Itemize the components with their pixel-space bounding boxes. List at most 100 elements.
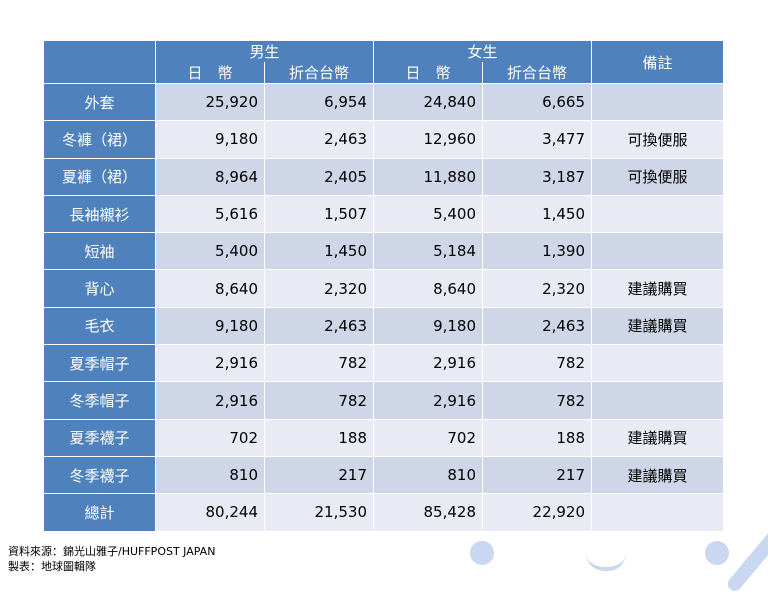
cell-male-jpy: 5,400 [155,232,265,271]
decorative-stripe [724,416,768,594]
cell-female-jpy: 8,640 [373,269,484,308]
cell-male-jpy: 2,916 [155,381,265,420]
header-female-jpy: 日 幣 [373,62,484,84]
cell-note [591,194,725,234]
cell-male-jpy: 25,920 [155,82,265,122]
cell-male-twd: 782 [263,344,375,383]
cell-female-twd: 217 [482,455,593,495]
header-note: 備註 [591,40,725,84]
table-row: 長袖襯衫 5,616 1,507 5,400 1,450 [43,194,725,234]
row-item-label: 冬褲（裙） [43,120,156,159]
cell-female-jpy: 24,840 [373,82,484,122]
cell-female-twd: 2,463 [482,306,593,346]
row-item-label: 夏季襪子 [43,418,156,457]
cell-male-jpy: 5,616 [155,194,265,234]
cell-female-jpy: 702 [373,418,484,457]
header-male: 男生 [154,40,375,62]
row-item-label: 短袖 [43,232,156,271]
cell-female-twd: 782 [482,344,593,383]
header-corner [43,40,156,62]
header-female: 女生 [373,40,593,62]
cell-male-jpy: 9,180 [155,120,265,159]
cell-female-jpy: 11,880 [373,157,484,196]
cell-female-twd: 22,920 [482,493,593,532]
cell-male-twd: 1,507 [263,194,375,234]
table-row: 外套 25,920 6,954 24,840 6,665 [43,82,725,122]
cell-note: 可換便服 [591,120,725,159]
cell-note [591,344,725,383]
table-row: 冬季襪子 810 217 810 217 建議購買 [43,455,725,495]
cell-male-jpy: 702 [155,418,265,457]
cell-male-jpy: 8,640 [155,269,265,308]
cell-male-twd: 188 [263,418,375,457]
cell-female-twd: 2,320 [482,269,593,308]
cell-male-twd: 1,450 [263,232,375,271]
cell-female-twd: 6,665 [482,82,593,122]
cell-male-twd: 6,954 [263,82,375,122]
cell-female-twd: 3,477 [482,120,593,159]
cell-male-twd: 2,463 [263,120,375,159]
decorative-dot [705,541,729,565]
header-female-twd: 折合台幣 [482,62,593,84]
cell-male-jpy: 9,180 [155,306,265,346]
header-corner-lower [43,62,156,84]
row-item-label: 外套 [43,82,156,122]
cell-note: 建議購買 [591,306,725,346]
source-line: 資料來源：錦光山雅子/HUFFPOST JAPAN [8,545,216,558]
row-item-label: 長袖襯衫 [43,194,156,234]
cell-female-twd: 188 [482,418,593,457]
table-body: 外套 25,920 6,954 24,840 6,665 冬褲（裙） 9,180 2,463 1… [43,82,725,532]
table-row: 背心 8,640 2,320 8,640 2,320 建議購買 [43,269,725,308]
uniform-price-table: 男生 女生 備註 日 幣 折合台幣 日 幣 折合台幣 外套 25,920 6,954… [43,40,725,532]
cell-female-jpy: 85,428 [373,493,484,532]
row-item-label: 冬季襪子 [43,455,156,495]
cell-note [591,381,725,420]
cell-female-twd: 782 [482,381,593,420]
cell-female-jpy: 810 [373,455,484,495]
table-row: 短袖 5,400 1,450 5,184 1,390 [43,232,725,271]
cell-male-jpy: 8,964 [155,157,265,196]
cell-note: 建議購買 [591,418,725,457]
cell-male-twd: 2,463 [263,306,375,346]
table-row: 冬褲（裙） 9,180 2,463 12,960 3,477 可換便服 [43,120,725,159]
cell-note [591,82,725,122]
cell-female-jpy: 9,180 [373,306,484,346]
cell-note: 建議購買 [591,455,725,495]
decorative-dot [470,541,494,565]
cell-male-jpy: 810 [155,455,265,495]
cell-female-jpy: 5,400 [373,194,484,234]
decorative-wave [586,553,626,571]
cell-female-jpy: 2,916 [373,381,484,420]
cell-female-twd: 3,187 [482,157,593,196]
cell-male-twd: 2,320 [263,269,375,308]
table-row: 毛衣 9,180 2,463 9,180 2,463 建議購買 [43,306,725,346]
cell-male-twd: 21,530 [263,493,375,532]
cell-male-twd: 217 [263,455,375,495]
cell-male-twd: 2,405 [263,157,375,196]
table-row: 冬季帽子 2,916 782 2,916 782 [43,381,725,420]
header-male-twd: 折合台幣 [263,62,375,84]
cell-female-jpy: 2,916 [373,344,484,383]
table-row: 夏季襪子 702 188 702 188 建議購買 [43,418,725,457]
credit-line: 製表：地球圖輯隊 [8,560,96,573]
row-item-label: 毛衣 [43,306,156,346]
cell-female-jpy: 12,960 [373,120,484,159]
header-male-jpy: 日 幣 [155,62,265,84]
table-row: 夏季帽子 2,916 782 2,916 782 [43,344,725,383]
cell-note: 可換便服 [591,157,725,196]
cell-female-jpy: 5,184 [373,232,484,271]
row-item-label: 總計 [43,493,156,532]
row-item-label: 冬季帽子 [43,381,156,420]
cell-male-jpy: 80,244 [155,493,265,532]
table-row: 夏褲（裙） 8,964 2,405 11,880 3,187 可換便服 [43,157,725,196]
cell-male-jpy: 2,916 [155,344,265,383]
row-item-label: 夏褲（裙） [43,157,156,196]
cell-note [591,232,725,271]
cell-male-twd: 782 [263,381,375,420]
table-row: 總計 80,244 21,530 85,428 22,920 [43,493,725,532]
cell-note [591,493,725,532]
cell-female-twd: 1,450 [482,194,593,234]
source-caption: 資料來源：錦光山雅子/HUFFPOST JAPAN 製表：地球圖輯隊 [8,544,215,574]
row-item-label: 背心 [43,269,156,308]
cell-note: 建議購買 [591,269,725,308]
